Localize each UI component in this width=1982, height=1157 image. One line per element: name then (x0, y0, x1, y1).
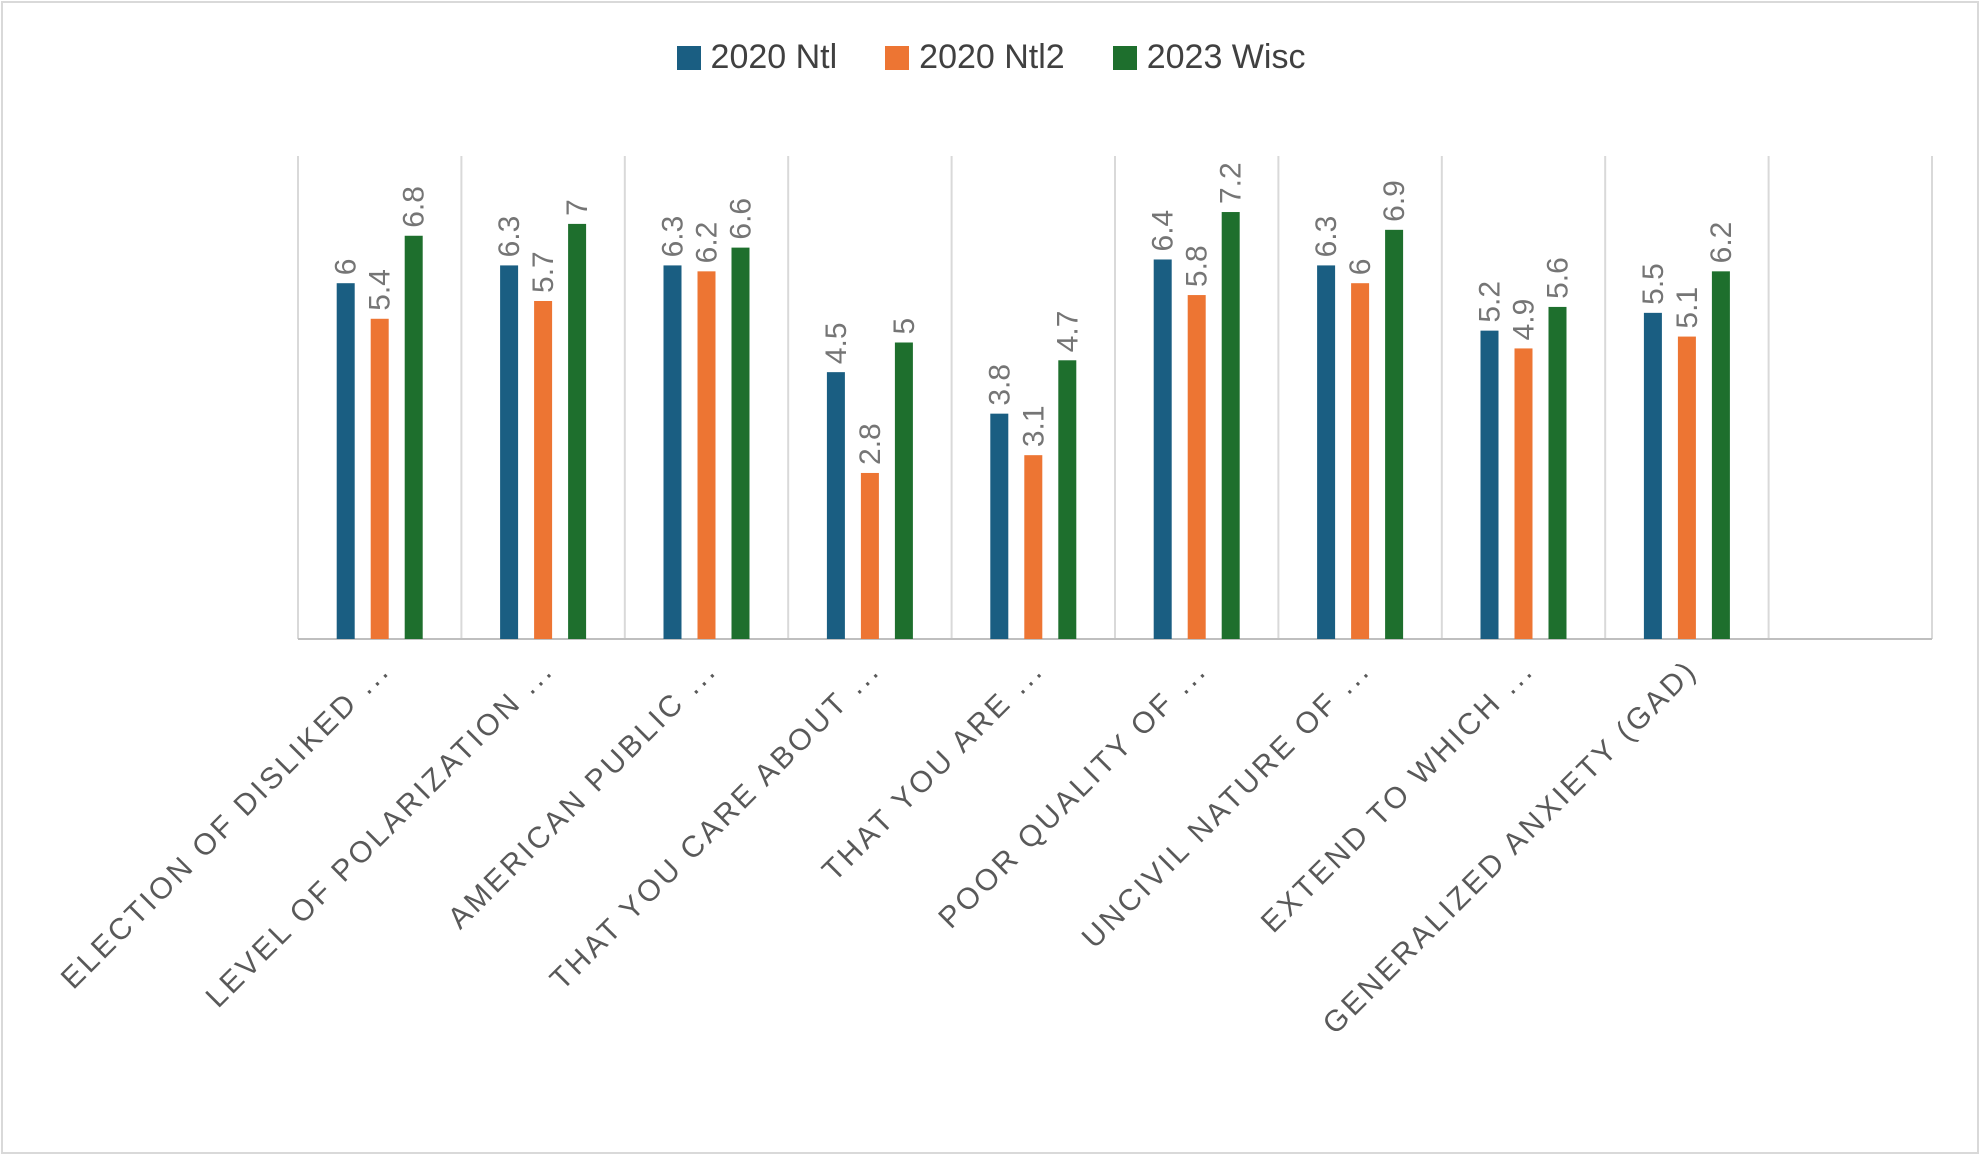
legend-swatch-2020-ntl (676, 45, 701, 70)
bar (826, 372, 845, 639)
bar (1024, 455, 1043, 639)
data-label: 4.7 (1051, 311, 1084, 353)
bar (336, 283, 355, 639)
data-label: 6.9 (1378, 180, 1411, 222)
bar (1385, 229, 1404, 639)
x-tick-label: POOR QUALITY OF ... (932, 654, 1213, 935)
data-label: 5.1 (1671, 287, 1704, 329)
legend-label-2020-ntl: 2020 Ntl (710, 38, 838, 76)
x-tick-label: EXTEND TO WHICH ... (1255, 654, 1541, 940)
legend-swatch-2023-wisc (1112, 45, 1137, 70)
data-label: 5.4 (364, 269, 397, 311)
bar (1317, 265, 1336, 639)
x-tick-label: THAT YOU CARE ABOUT ... (544, 654, 887, 997)
bar (404, 235, 423, 639)
x-tick-label: UNCIVIL NATURE OF ... (1076, 654, 1377, 955)
bar (697, 271, 716, 639)
bar (860, 472, 879, 639)
bar (990, 413, 1009, 639)
data-label: 6.6 (725, 198, 758, 240)
data-label: 4.5 (820, 322, 853, 364)
bar (1548, 306, 1567, 639)
data-label: 6.4 (1147, 210, 1180, 252)
x-tick-label: LEVEL OF POLARIZATION ... (200, 654, 560, 1014)
legend: 2020 Ntl 2020 Ntl2 2023 Wisc (0, 38, 1982, 77)
legend-label-2020-ntl2: 2020 Ntl2 (919, 38, 1065, 76)
bar (663, 265, 682, 639)
x-tick-label: GENERALIZED ANXIETY (GAD) (1317, 654, 1704, 1041)
x-tick-label: ELECTION OF DISLIKED ... (55, 654, 397, 996)
bar (1153, 259, 1172, 639)
data-label: 6.2 (1705, 222, 1738, 264)
data-label: 3.1 (1017, 405, 1050, 447)
data-label: 6.3 (1310, 216, 1343, 258)
bar (1711, 271, 1730, 639)
bar (1643, 312, 1662, 639)
data-label: 6 (1344, 259, 1377, 276)
data-label: 6.3 (493, 216, 526, 258)
data-label: 2.8 (854, 423, 887, 465)
bar (1187, 295, 1206, 639)
data-label: 6.2 (691, 222, 724, 264)
bar (1058, 360, 1077, 639)
data-label: 3.8 (983, 364, 1016, 406)
legend-item-2020-ntl: 2020 Ntl (676, 38, 838, 77)
data-label: 6.3 (657, 216, 690, 258)
bar (568, 223, 587, 639)
data-label: 6.8 (398, 186, 431, 228)
bar (1480, 330, 1499, 639)
data-label: 5.6 (1542, 257, 1575, 299)
bar (731, 247, 750, 639)
legend-item-2023-wisc: 2023 Wisc (1112, 38, 1306, 77)
bar (1351, 283, 1370, 639)
data-label: 5 (888, 318, 921, 335)
bar (894, 342, 913, 639)
data-label: 5.8 (1181, 245, 1214, 287)
bar (500, 265, 519, 639)
bar (1677, 336, 1696, 639)
bar (534, 300, 553, 639)
data-label: 4.9 (1508, 299, 1541, 341)
data-label: 6 (330, 259, 363, 276)
bar (1514, 348, 1533, 639)
legend-swatch-2020-ntl2 (885, 45, 910, 70)
data-label: 5.5 (1637, 263, 1670, 305)
legend-label-2023-wisc: 2023 Wisc (1146, 38, 1306, 76)
data-label: 5.2 (1474, 281, 1507, 323)
bar (1221, 212, 1240, 640)
legend-item-2020-ntl2: 2020 Ntl2 (885, 38, 1065, 77)
data-label: 5.7 (527, 251, 560, 293)
bar (370, 318, 389, 639)
data-label: 7.2 (1215, 162, 1248, 204)
x-tick-label: AMERICAN PUBLIC ... (442, 654, 724, 936)
data-label: 7 (561, 199, 594, 216)
